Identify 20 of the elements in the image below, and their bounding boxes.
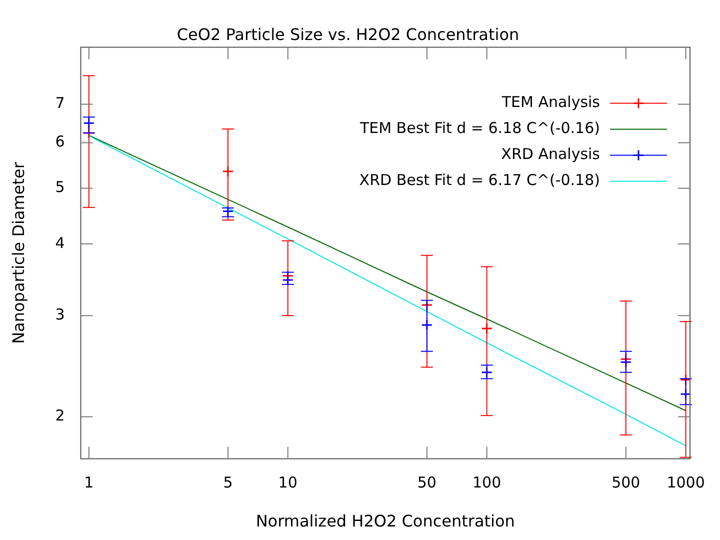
y-tick-label: 5 <box>55 178 65 196</box>
y-tick-label: 7 <box>55 94 65 112</box>
y-tick-label: 2 <box>55 406 65 425</box>
x-tick-label: 500 <box>612 474 640 492</box>
y-tick-label: 4 <box>55 234 65 252</box>
x-axis-title: Normalized H2O2 Concentration <box>256 512 515 531</box>
legend-label: TEM Analysis <box>500 93 600 112</box>
x-tick-label: 50 <box>417 474 436 492</box>
chart-title: CeO2 Particle Size vs. H2O2 Concentration <box>176 24 520 44</box>
x-tick-label: 1 <box>84 474 94 492</box>
y-tick-label: 3 <box>55 306 65 324</box>
legend-label: XRD Best Fit d = 6.17 C^(-0.18) <box>359 171 600 190</box>
x-tick-label: 5 <box>223 474 233 492</box>
x-tick-label: 100 <box>472 474 502 492</box>
y-tick-label: 6 <box>55 132 65 151</box>
legend-label: TEM Best Fit d = 6.18 C^(-0.16) <box>358 119 600 138</box>
x-tick-label: 10 <box>278 474 298 492</box>
legend-label: XRD Analysis <box>501 145 600 164</box>
y-axis-title: Nanoparticle Diameter <box>8 162 28 344</box>
x-tick-label: 1000 <box>666 474 705 492</box>
